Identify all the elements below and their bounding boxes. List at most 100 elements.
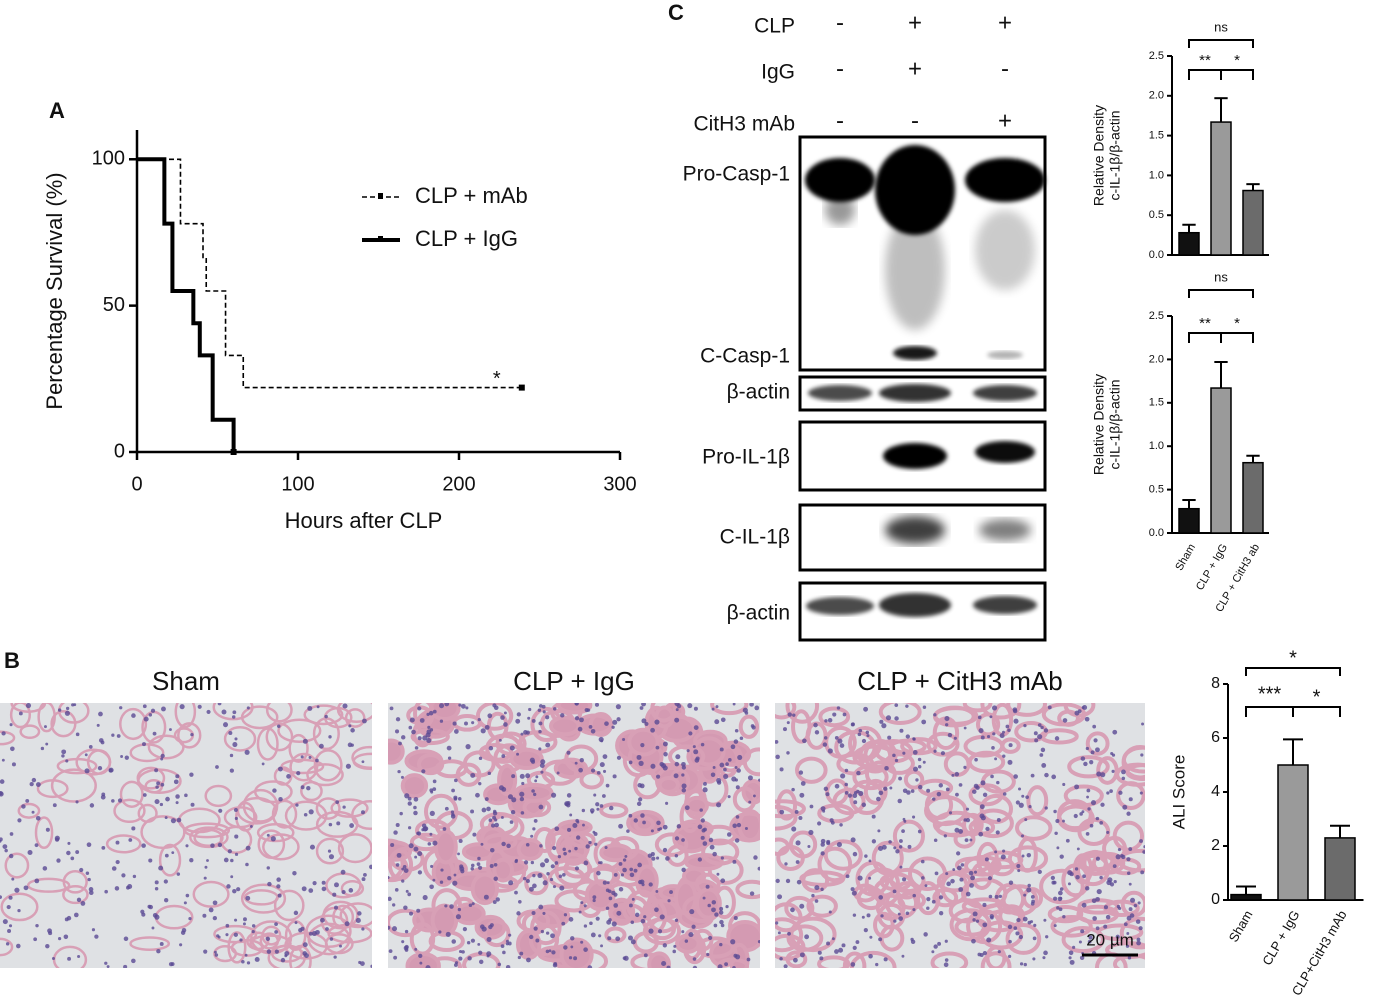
nucleus xyxy=(1129,913,1135,918)
nucleus xyxy=(471,721,475,725)
nucleus xyxy=(597,861,601,865)
nucleus xyxy=(1021,794,1025,798)
nucleus xyxy=(0,790,3,796)
nucleus xyxy=(1079,812,1083,816)
condition-label: CitH3 mAb xyxy=(693,113,795,136)
nucleus xyxy=(684,939,689,943)
nucleus xyxy=(934,871,939,876)
survival-line xyxy=(137,157,236,452)
nucleus xyxy=(132,874,137,879)
alveolar-wall xyxy=(0,937,14,957)
nucleus xyxy=(1012,707,1018,712)
alveolar-wall xyxy=(315,797,341,820)
alveolar-wall xyxy=(1006,703,1048,717)
nucleus xyxy=(1099,821,1104,825)
nucleus xyxy=(1037,723,1042,727)
alveolar-wall xyxy=(0,892,39,922)
nucleus xyxy=(641,718,647,724)
alveolar-wall xyxy=(785,950,808,968)
nucleus xyxy=(1057,896,1063,902)
nucleus xyxy=(662,741,668,747)
significance-label: * xyxy=(1313,686,1321,708)
nucleus xyxy=(0,895,2,899)
nucleus xyxy=(889,786,893,790)
blot-band xyxy=(965,158,1045,202)
nucleus xyxy=(566,750,571,755)
nucleus xyxy=(702,787,708,793)
nucleus xyxy=(642,820,646,825)
y-tick-label: 2 xyxy=(1211,837,1220,854)
nucleus xyxy=(65,759,69,763)
nucleus xyxy=(18,711,23,716)
nucleus xyxy=(189,858,194,863)
nucleus xyxy=(965,891,971,897)
nucleus xyxy=(261,762,265,766)
nucleus xyxy=(454,778,458,783)
nucleus xyxy=(6,905,11,910)
nucleus xyxy=(438,930,442,934)
nucleus xyxy=(1118,790,1123,795)
nucleus xyxy=(716,777,722,784)
significance-label: ns xyxy=(1214,269,1228,284)
nucleus xyxy=(799,952,805,958)
nucleus xyxy=(1062,819,1065,823)
y-tick-label: 0.5 xyxy=(1149,484,1164,496)
nucleus xyxy=(360,961,365,966)
nucleus xyxy=(21,804,26,809)
nucleus xyxy=(244,953,248,957)
alveolar-wall xyxy=(204,784,233,808)
nucleus xyxy=(940,751,946,756)
nucleus xyxy=(611,921,617,927)
nucleus xyxy=(491,823,496,828)
alveolar-wall xyxy=(330,798,369,818)
nucleus xyxy=(392,903,396,907)
blot-band xyxy=(879,384,951,402)
nucleus xyxy=(1053,809,1057,814)
y-axis-title: Percentage Survival (%) xyxy=(42,172,67,409)
nucleus xyxy=(267,881,272,887)
nucleus xyxy=(725,762,729,766)
nucleus xyxy=(477,865,483,870)
nucleus xyxy=(590,932,596,938)
nucleus xyxy=(1018,802,1024,808)
nucleus xyxy=(519,773,525,779)
nucleus xyxy=(878,937,883,942)
nucleus xyxy=(470,938,476,943)
nucleus xyxy=(1029,920,1034,924)
nucleus xyxy=(403,905,408,910)
nucleus xyxy=(67,956,72,961)
nucleus xyxy=(225,933,229,937)
nucleus xyxy=(991,746,995,750)
nucleus xyxy=(917,757,922,762)
nucleus xyxy=(622,867,627,873)
nucleus xyxy=(700,742,705,747)
alveolar-wall xyxy=(621,895,649,923)
nucleus xyxy=(429,810,435,816)
nucleus xyxy=(106,965,110,968)
nucleus xyxy=(1016,917,1021,923)
nucleus xyxy=(868,876,872,880)
nucleus xyxy=(396,852,402,858)
nucleus xyxy=(154,768,159,773)
nucleus xyxy=(1053,924,1057,928)
nucleus xyxy=(953,736,957,740)
nucleus xyxy=(1126,871,1131,875)
nucleus xyxy=(529,934,534,940)
nucleus xyxy=(926,906,930,910)
nucleus xyxy=(360,810,365,815)
nucleus xyxy=(1043,728,1049,733)
nucleus xyxy=(1067,870,1073,876)
nucleus xyxy=(1040,725,1044,730)
nucleus xyxy=(457,907,462,912)
image-title: CLP + CitH3 mAb xyxy=(857,666,1062,696)
nucleus xyxy=(612,719,618,725)
nucleus xyxy=(692,965,698,968)
nucleus xyxy=(416,908,421,913)
significance-bracket xyxy=(1220,69,1254,80)
nucleus xyxy=(809,804,814,809)
nucleus xyxy=(856,770,861,776)
nucleus xyxy=(422,735,428,741)
nucleus xyxy=(45,742,49,746)
nucleus xyxy=(945,787,950,792)
nucleus xyxy=(361,877,366,882)
